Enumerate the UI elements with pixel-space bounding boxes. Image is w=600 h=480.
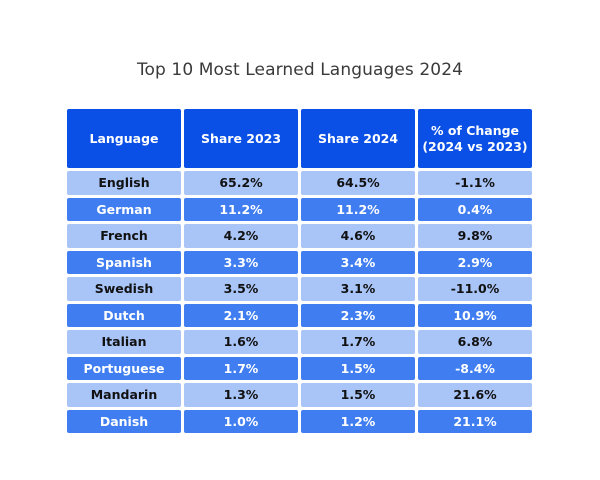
cell-language: French xyxy=(67,224,181,248)
cell-share-2023: 1.7% xyxy=(184,356,298,380)
table-row: Swedish 3.5% 3.1% -11.0% xyxy=(67,277,532,301)
chart-title: Top 10 Most Learned Languages 2024 xyxy=(136,60,464,80)
cell-share-2023: 1.6% xyxy=(184,330,298,354)
cell-language: Swedish xyxy=(67,277,181,301)
table-row: English 65.2% 64.5% -1.1% xyxy=(67,171,532,195)
cell-share-2023: 2.1% xyxy=(184,303,298,327)
cell-share-2023: 3.3% xyxy=(184,250,298,274)
cell-share-2024: 11.2% xyxy=(301,197,415,221)
cell-percent-change: 6.8% xyxy=(418,330,532,354)
cell-language: Spanish xyxy=(67,250,181,274)
cell-percent-change: 10.9% xyxy=(418,303,532,327)
cell-percent-change: -1.1% xyxy=(418,171,532,195)
cell-share-2024: 1.5% xyxy=(301,383,415,407)
cell-language: Dutch xyxy=(67,303,181,327)
table-row: French 4.2% 4.6% 9.8% xyxy=(67,224,532,248)
cell-share-2024: 1.5% xyxy=(301,356,415,380)
cell-share-2023: 3.5% xyxy=(184,277,298,301)
cell-percent-change: 9.8% xyxy=(418,224,532,248)
cell-share-2023: 11.2% xyxy=(184,197,298,221)
cell-share-2024: 4.6% xyxy=(301,224,415,248)
cell-percent-change: -11.0% xyxy=(418,277,532,301)
cell-language: English xyxy=(67,171,181,195)
header-percent-change: % of Change (2024 vs 2023) xyxy=(418,109,532,168)
header-share-2024: Share 2024 xyxy=(301,109,415,168)
table-row: Italian 1.6% 1.7% 6.8% xyxy=(67,330,532,354)
cell-language: Italian xyxy=(67,330,181,354)
table-row: Portuguese 1.7% 1.5% -8.4% xyxy=(67,356,532,380)
cell-share-2024: 3.1% xyxy=(301,277,415,301)
cell-share-2024: 1.7% xyxy=(301,330,415,354)
cell-percent-change: 2.9% xyxy=(418,250,532,274)
cell-share-2023: 65.2% xyxy=(184,171,298,195)
table-row: Danish 1.0% 1.2% 21.1% xyxy=(67,409,532,433)
cell-percent-change: 21.6% xyxy=(418,383,532,407)
table-header-row: Language Share 2023 Share 2024 % of Chan… xyxy=(67,109,532,168)
table-row: Dutch 2.1% 2.3% 10.9% xyxy=(67,303,532,327)
cell-percent-change: -8.4% xyxy=(418,356,532,380)
cell-language: Danish xyxy=(67,409,181,433)
cell-share-2024: 64.5% xyxy=(301,171,415,195)
header-language: Language xyxy=(67,109,181,168)
languages-table: Language Share 2023 Share 2024 % of Chan… xyxy=(67,109,532,436)
table-row: Spanish 3.3% 3.4% 2.9% xyxy=(67,250,532,274)
cell-percent-change: 0.4% xyxy=(418,197,532,221)
cell-share-2024: 3.4% xyxy=(301,250,415,274)
cell-percent-change: 21.1% xyxy=(418,409,532,433)
cell-share-2024: 2.3% xyxy=(301,303,415,327)
cell-share-2023: 1.0% xyxy=(184,409,298,433)
cell-share-2023: 1.3% xyxy=(184,383,298,407)
cell-language: German xyxy=(67,197,181,221)
header-share-2023: Share 2023 xyxy=(184,109,298,168)
cell-share-2024: 1.2% xyxy=(301,409,415,433)
table-row: Mandarin 1.3% 1.5% 21.6% xyxy=(67,383,532,407)
cell-share-2023: 4.2% xyxy=(184,224,298,248)
cell-language: Mandarin xyxy=(67,383,181,407)
table-body: English 65.2% 64.5% -1.1% German 11.2% 11.2% 0.… xyxy=(67,171,532,433)
cell-language: Portuguese xyxy=(67,356,181,380)
table-row: German 11.2% 11.2% 0.4% xyxy=(67,197,532,221)
